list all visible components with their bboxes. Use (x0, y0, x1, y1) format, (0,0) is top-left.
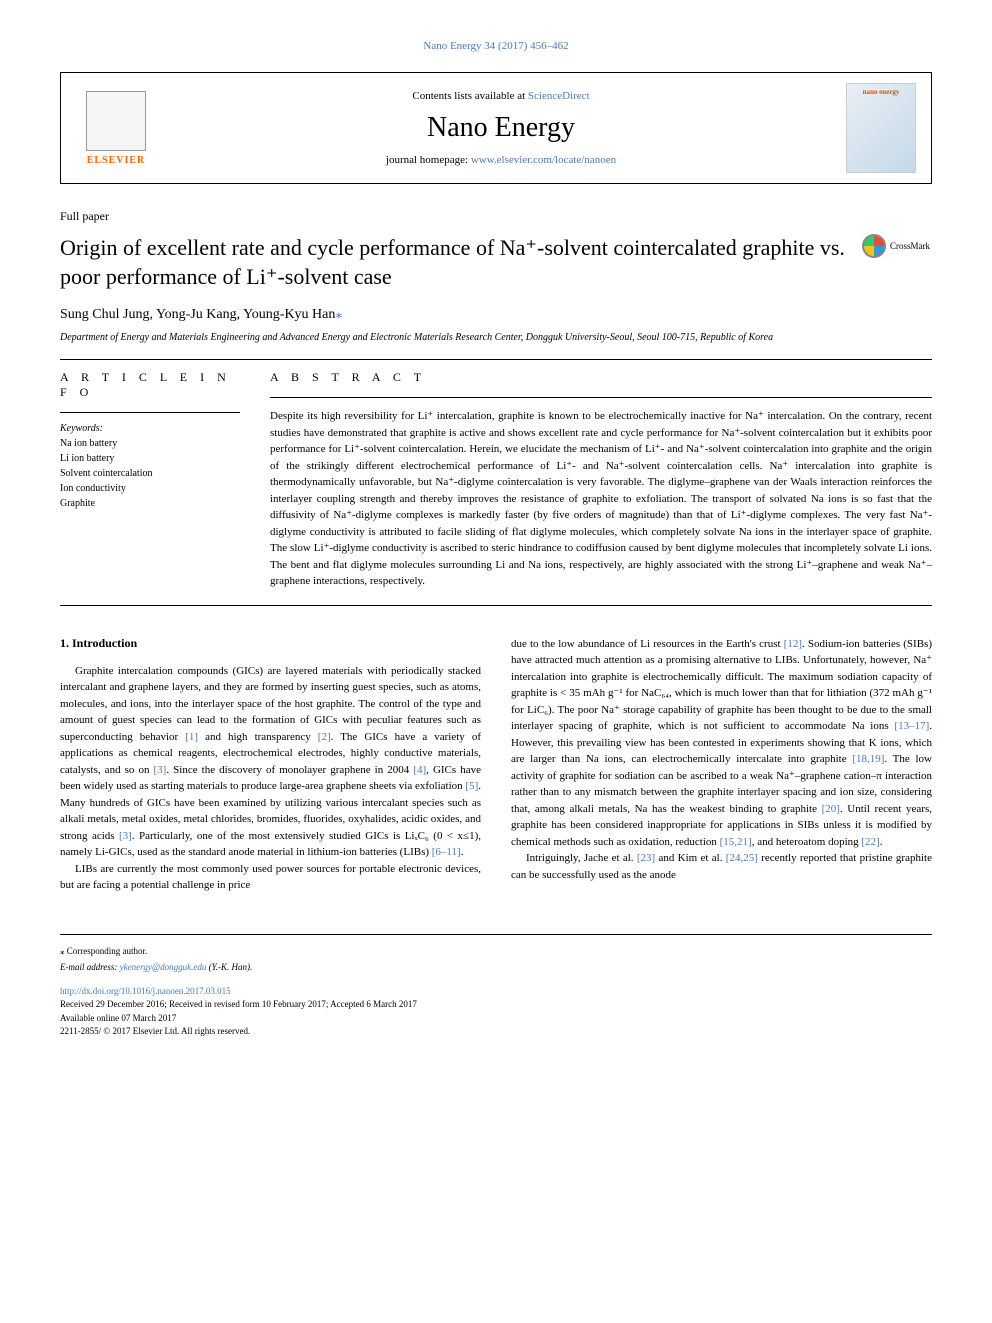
divider-bottom (60, 605, 932, 606)
ref-link[interactable]: [23] (637, 852, 655, 864)
copyright-line: 2211-2855/ © 2017 Elsevier Ltd. All righ… (60, 1025, 932, 1039)
ref-link[interactable]: [15,21] (720, 836, 752, 848)
header-center: Contents lists available at ScienceDirec… (156, 90, 846, 166)
info-section: A R T I C L E I N F O Keywords: Na ion b… (60, 370, 932, 590)
ref-link[interactable]: [6–11] (432, 846, 461, 858)
journal-name: Nano Energy (156, 112, 846, 144)
divider-top (60, 359, 932, 360)
journal-cover-text: nano energy (863, 88, 900, 96)
ref-link[interactable]: [13–17] (894, 720, 929, 732)
journal-reference: Nano Energy 34 (2017) 456–462 (60, 40, 932, 52)
keyword-item: Li ion battery (60, 451, 240, 466)
email-label: E-mail address: (60, 962, 120, 972)
ref-link[interactable]: [2] (318, 731, 331, 743)
text-span: and high transparency (198, 731, 318, 743)
email-line: E-mail address: ykenergy@dongguk.edu (Y.… (60, 961, 932, 975)
crossmark-label: CrossMark (890, 241, 930, 251)
ref-link[interactable]: [3] (154, 764, 167, 776)
text-span: . Since the discovery of monolayer graph… (166, 764, 413, 776)
body-section: 1. Introduction Graphite intercalation c… (60, 636, 932, 894)
contents-line: Contents lists available at ScienceDirec… (156, 90, 846, 102)
keyword-item: Graphite (60, 496, 240, 511)
intro-p2: LIBs are currently the most commonly use… (60, 861, 481, 894)
sciencedirect-link[interactable]: ScienceDirect (528, 90, 590, 102)
journal-cover: nano energy (846, 83, 916, 173)
keywords-label: Keywords: (60, 423, 240, 434)
ref-link[interactable]: [12] (784, 638, 802, 650)
ref-link[interactable]: [5] (465, 780, 478, 792)
text-span: and Kim et al. (655, 852, 726, 864)
paper-type: Full paper (60, 209, 932, 224)
corresponding-marker[interactable]: ⁎ (335, 307, 342, 322)
crossmark-badge[interactable]: CrossMark (862, 234, 932, 258)
contents-prefix: Contents lists available at (412, 90, 527, 102)
crossmark-icon (862, 234, 886, 258)
text-span: Intriguingly, Jache et al. (526, 852, 637, 864)
footer-section: ⁎ Corresponding author. E-mail address: … (60, 934, 932, 1039)
available-line: Available online 07 March 2017 (60, 1012, 932, 1026)
text-span: due to the low abundance of Li resources… (511, 638, 784, 650)
ref-link[interactable]: [18,19] (852, 753, 884, 765)
doi-link[interactable]: http://dx.doi.org/10.1016/j.nanoen.2017.… (60, 985, 932, 999)
elsevier-logo: ELSEVIER (76, 83, 156, 173)
divider-keywords (60, 412, 240, 413)
intro-p1: Graphite intercalation compounds (GICs) … (60, 663, 481, 861)
article-info-heading: A R T I C L E I N F O (60, 370, 240, 400)
corresponding-note: ⁎ Corresponding author. (60, 945, 932, 959)
authors: Sung Chul Jung, Yong-Ju Kang, Young-Kyu … (60, 306, 932, 323)
col2-p2: Intriguingly, Jache et al. [23] and Kim … (511, 850, 932, 883)
divider-abstract (270, 397, 932, 398)
ref-link[interactable]: [3] (119, 830, 132, 842)
title-row: Origin of excellent rate and cycle perfo… (60, 234, 932, 291)
keyword-item: Na ion battery (60, 436, 240, 451)
ref-link[interactable]: [24,25] (726, 852, 758, 864)
homepage-link[interactable]: www.elsevier.com/locate/nanoen (471, 154, 616, 166)
ref-link[interactable]: [1] (185, 731, 198, 743)
elsevier-label: ELSEVIER (87, 155, 146, 166)
header-box: ELSEVIER Contents lists available at Sci… (60, 72, 932, 184)
body-col-right: due to the low abundance of Li resources… (511, 636, 932, 894)
author-names: Sung Chul Jung, Yong-Ju Kang, Young-Kyu … (60, 307, 335, 322)
text-span: . (461, 846, 464, 858)
col2-p1: due to the low abundance of Li resources… (511, 636, 932, 851)
homepage-prefix: journal homepage: (386, 154, 471, 166)
email-link[interactable]: ykenergy@dongguk.edu (120, 962, 207, 972)
text-span: . (880, 836, 883, 848)
ref-link[interactable]: [22] (861, 836, 879, 848)
text-span: . Sodium-ion batteries (SIBs) have attra… (511, 638, 932, 733)
email-suffix: (Y.-K. Han). (206, 962, 252, 972)
paper-title: Origin of excellent rate and cycle perfo… (60, 234, 847, 291)
keyword-item: Ion conductivity (60, 481, 240, 496)
ref-link[interactable]: [20] (822, 803, 840, 815)
article-info-col: A R T I C L E I N F O Keywords: Na ion b… (60, 370, 240, 590)
abstract-text: Despite its high reversibility for Li⁺ i… (270, 408, 932, 590)
abstract-col: A B S T R A C T Despite its high reversi… (270, 370, 932, 590)
received-line: Received 29 December 2016; Received in r… (60, 998, 932, 1012)
abstract-heading: A B S T R A C T (270, 370, 932, 385)
intro-heading: 1. Introduction (60, 636, 481, 651)
elsevier-tree-icon (86, 91, 146, 151)
affiliation: Department of Energy and Materials Engin… (60, 331, 932, 344)
text-span: , and heteroatom doping (752, 836, 862, 848)
keywords-list: Na ion battery Li ion battery Solvent co… (60, 436, 240, 511)
ref-link[interactable]: [4] (413, 764, 426, 776)
homepage-line: journal homepage: www.elsevier.com/locat… (156, 154, 846, 166)
keyword-item: Solvent cointercalation (60, 466, 240, 481)
body-col-left: 1. Introduction Graphite intercalation c… (60, 636, 481, 894)
